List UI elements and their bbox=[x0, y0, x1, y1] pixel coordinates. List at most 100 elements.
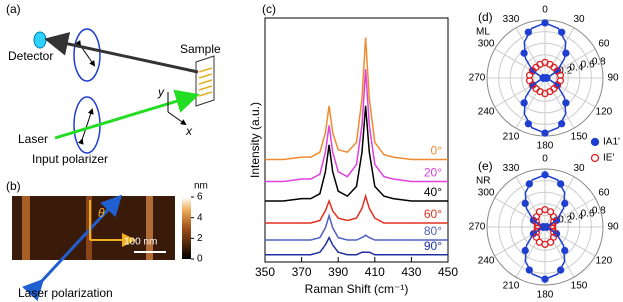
angle-tick-label: 60 bbox=[598, 39, 610, 50]
angle-tick-label: 240 bbox=[478, 107, 495, 118]
angle-grid-line bbox=[515, 176, 546, 228]
data-point bbox=[532, 218, 541, 226]
angle-tick-label: 300 bbox=[478, 39, 495, 50]
radial-grid-line bbox=[509, 191, 581, 263]
data-point bbox=[532, 233, 541, 241]
series-label: 90° bbox=[424, 239, 442, 253]
colorbar-tick-label: 2 bbox=[197, 233, 203, 244]
angle-tick-label: 210 bbox=[503, 281, 520, 292]
data-point bbox=[549, 228, 558, 236]
afm-stripe bbox=[146, 196, 153, 260]
caption: Laser polarization bbox=[18, 286, 113, 300]
polarizer bbox=[73, 28, 101, 82]
angle-tick-label: 0 bbox=[542, 154, 548, 165]
angle-label: θ bbox=[98, 206, 105, 220]
angle-grid-line bbox=[544, 27, 575, 79]
data-point bbox=[562, 49, 570, 57]
spectrum-line bbox=[265, 69, 448, 183]
y-axis-title: Intensity (a.u.) bbox=[248, 102, 262, 178]
detector bbox=[33, 31, 47, 49]
legend-label: IE' bbox=[603, 153, 614, 164]
x-tick-label: 450 bbox=[438, 265, 458, 279]
angle-tick-label: 60 bbox=[598, 188, 610, 199]
data-point bbox=[520, 49, 528, 57]
axes-arrows bbox=[89, 200, 132, 240]
x-tick-label: 370 bbox=[292, 265, 312, 279]
angle-grid-line bbox=[515, 27, 546, 79]
angle-tick-label: 180 bbox=[537, 141, 554, 152]
angle-tick-label: 120 bbox=[596, 256, 613, 267]
radial-tick-label: 0.6 bbox=[581, 60, 595, 71]
panel-label: (b) bbox=[6, 179, 21, 193]
fit-curve bbox=[524, 173, 566, 281]
afm-stripe bbox=[22, 196, 30, 260]
setup-diagram: (a) Detector Sample Laser Input polarize… bbox=[6, 2, 221, 166]
panel-label: (a) bbox=[6, 2, 21, 16]
series-label: 20° bbox=[424, 166, 442, 180]
legend-marker bbox=[590, 137, 600, 147]
radial-tick-label: 0.2 bbox=[558, 215, 572, 226]
radial-grid-line bbox=[498, 180, 592, 274]
radial-tick-label: 0.8 bbox=[592, 206, 606, 217]
axes-arrows bbox=[167, 92, 185, 124]
panel-label: (d) bbox=[478, 10, 493, 24]
angle-tick-label: 30 bbox=[573, 163, 585, 174]
angle-tick-label: 210 bbox=[503, 132, 520, 143]
data-point bbox=[562, 99, 570, 107]
x-tick-label: 390 bbox=[328, 265, 348, 279]
angle-tick-label: 150 bbox=[571, 281, 588, 292]
polarization-arrow bbox=[22, 194, 123, 302]
angle-tick-label: 270 bbox=[469, 222, 486, 233]
radial-grid-line bbox=[532, 214, 558, 240]
scale-bar-label: 100 nm bbox=[124, 237, 157, 248]
x-tick-label: 350 bbox=[255, 265, 275, 279]
legend-marker bbox=[590, 153, 600, 163]
data-point bbox=[549, 213, 558, 221]
axis-label: x bbox=[185, 124, 193, 138]
sample-stripes bbox=[198, 67, 213, 97]
radial-tick-label: 0.4 bbox=[569, 212, 583, 223]
series-label: 60° bbox=[424, 207, 442, 221]
angle-tick-label: 300 bbox=[478, 188, 495, 199]
angle-tick-label: 330 bbox=[503, 163, 520, 174]
sample-label: Sample bbox=[180, 42, 221, 56]
series-label: 0° bbox=[431, 144, 443, 158]
data-point bbox=[536, 60, 544, 69]
angle-tick-label: 0 bbox=[542, 5, 548, 16]
angle-grid-line bbox=[544, 77, 575, 129]
plot-frame bbox=[264, 17, 449, 263]
radial-grid-line bbox=[509, 42, 581, 114]
radial-grid-line bbox=[521, 54, 569, 102]
spectrum-line bbox=[265, 212, 448, 241]
x-tick-label: 410 bbox=[365, 265, 385, 279]
angle-tick-label: 150 bbox=[571, 132, 588, 143]
radial-tick-label: 0.2 bbox=[558, 66, 572, 77]
data-point bbox=[535, 208, 544, 216]
colorbar-tick-label: 0 bbox=[197, 254, 203, 265]
afm-image-panel: (b) θ 100 nm nm Laser polarization bbox=[6, 179, 208, 302]
laser-label: Laser bbox=[18, 132, 48, 146]
colorbar bbox=[182, 197, 191, 259]
angle-tick-label: 270 bbox=[469, 73, 486, 84]
angle-tick-label: 90 bbox=[607, 222, 619, 233]
angle-grid-line bbox=[515, 77, 546, 129]
spectrum-line bbox=[265, 37, 448, 161]
radial-grid-line bbox=[532, 65, 558, 91]
angle-tick-label: 330 bbox=[503, 14, 520, 25]
polarizer-label: Input polarizer bbox=[32, 152, 108, 166]
spectrum-line bbox=[265, 235, 448, 256]
spectrum-line bbox=[265, 193, 448, 224]
angle-tick-label: 120 bbox=[596, 107, 613, 118]
angle-tick-label: 180 bbox=[537, 290, 554, 301]
detector-label: Detector bbox=[8, 49, 53, 63]
panel-sublabel: ML bbox=[476, 27, 490, 38]
radial-grid-line bbox=[521, 203, 569, 251]
angle-tick-label: 90 bbox=[607, 73, 619, 84]
panel-label: (c) bbox=[262, 2, 276, 16]
x-tick-label: 430 bbox=[401, 265, 421, 279]
polarization-arrow bbox=[77, 108, 94, 145]
series-label: 40° bbox=[424, 185, 442, 199]
angle-tick-label: 240 bbox=[478, 256, 495, 267]
radial-tick-label: 0.4 bbox=[569, 63, 583, 74]
x-axis-title: Raman Shift (cm⁻¹) bbox=[305, 282, 409, 296]
